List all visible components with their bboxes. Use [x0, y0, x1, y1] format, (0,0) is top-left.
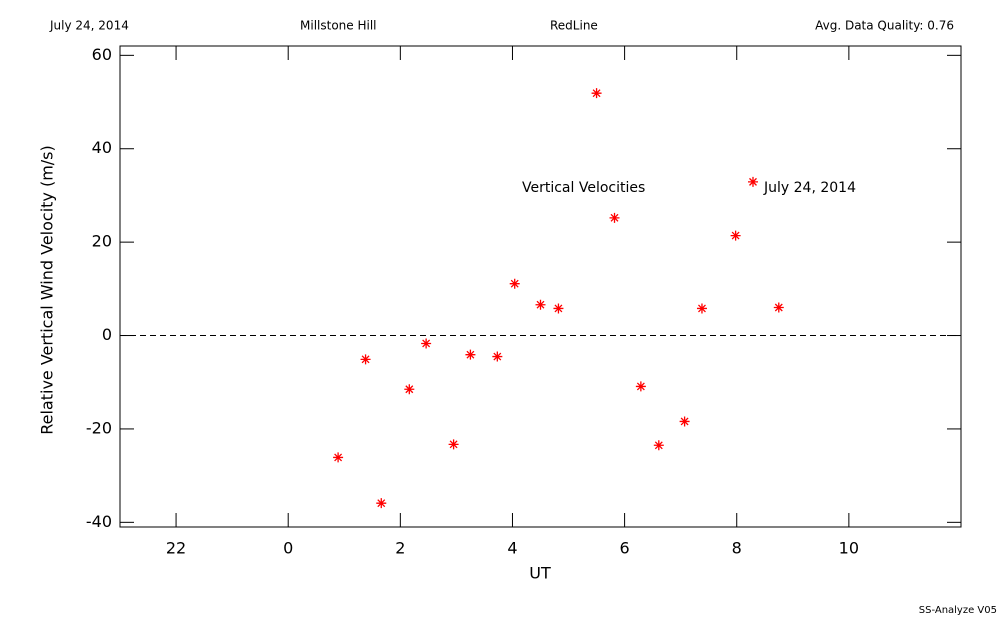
header-site: Millstone Hill	[300, 19, 376, 33]
y-tick-label: -40	[86, 512, 112, 531]
footer: SS-Analyze V05	[919, 605, 997, 616]
y-tick-label: -20	[86, 418, 112, 437]
x-tick-label: 2	[395, 539, 405, 558]
point	[333, 452, 344, 463]
annotation: July 24, 2014	[763, 180, 856, 196]
point	[747, 176, 758, 187]
header-quality: Avg. Data Quality: 0.76	[815, 19, 954, 33]
point	[360, 354, 371, 365]
point	[773, 302, 784, 313]
point	[465, 349, 476, 360]
header-date: July 24, 2014	[49, 19, 129, 33]
header-line: RedLine	[550, 19, 598, 33]
x-tick-label: 6	[620, 539, 630, 558]
point	[448, 439, 459, 450]
point	[635, 381, 646, 392]
point	[553, 303, 564, 314]
point	[609, 212, 620, 223]
y-tick-label: 20	[92, 232, 112, 251]
x-tick-label: 10	[839, 539, 859, 558]
point	[730, 230, 741, 241]
point	[591, 88, 602, 99]
x-tick-label: 22	[166, 539, 186, 558]
point	[376, 498, 387, 509]
point	[696, 303, 707, 314]
y-tick-label: 60	[92, 45, 112, 64]
plot-frame	[119, 45, 962, 528]
point	[421, 338, 432, 349]
y-tick-label: 0	[102, 325, 112, 344]
y-axis-label: Relative Vertical Wind Velocity (m/s)	[38, 145, 57, 435]
x-tick-label: 0	[283, 539, 293, 558]
y-tick-label: 40	[92, 138, 112, 157]
x-tick-label: 8	[732, 539, 742, 558]
point	[653, 440, 664, 451]
x-tick-label: 4	[507, 539, 517, 558]
point	[535, 299, 546, 310]
point	[404, 384, 415, 395]
point	[492, 351, 503, 362]
x-axis-label: UT	[529, 564, 551, 583]
point	[509, 278, 520, 289]
annotation: Vertical Velocities	[522, 180, 645, 196]
point	[679, 416, 690, 427]
